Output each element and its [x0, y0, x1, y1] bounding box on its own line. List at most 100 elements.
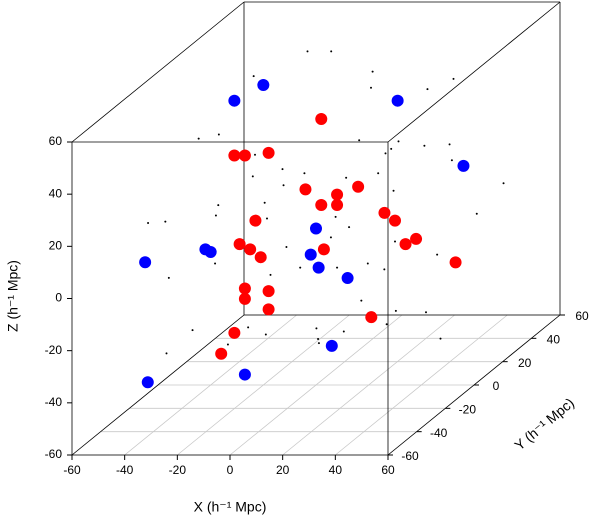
point: [389, 214, 401, 227]
point: [285, 246, 288, 249]
point: [348, 226, 351, 229]
y-tick-label: 60: [575, 309, 589, 323]
point: [269, 273, 272, 276]
point: [410, 232, 423, 245]
point: [315, 199, 328, 212]
point: [426, 88, 429, 91]
point: [329, 236, 332, 239]
point: [439, 337, 442, 340]
box-edge: [387, 1, 561, 143]
z-tick-label: -40: [45, 395, 63, 409]
point: [306, 50, 309, 53]
point: [264, 333, 267, 336]
point: [385, 323, 388, 326]
point: [217, 133, 220, 136]
point: [228, 149, 241, 162]
point: [449, 256, 462, 269]
point: [254, 153, 256, 156]
point: [331, 199, 344, 212]
x-tick-label: 60: [381, 463, 395, 477]
point: [342, 330, 345, 333]
point: [282, 184, 285, 187]
point: [165, 352, 168, 355]
point: [450, 159, 453, 162]
y-tick-label: -40: [430, 426, 448, 440]
point: [502, 182, 505, 185]
point: [251, 175, 254, 178]
x-tick-label: -60: [63, 463, 81, 477]
point: [167, 276, 170, 279]
point: [392, 189, 395, 192]
point: [377, 172, 380, 175]
point: [238, 292, 251, 305]
point: [399, 238, 412, 251]
point: [391, 94, 404, 107]
point: [366, 262, 369, 265]
point: [475, 212, 478, 215]
z-tick-label: -60: [45, 447, 63, 461]
point: [315, 327, 318, 330]
point: [299, 183, 312, 196]
point: [139, 256, 152, 269]
point: [215, 347, 228, 360]
point: [358, 139, 361, 142]
point: [423, 144, 426, 147]
point: [263, 201, 266, 204]
point: [310, 222, 322, 235]
point: [394, 240, 396, 243]
point: [262, 146, 275, 159]
point: [147, 222, 150, 224]
y-tick-label: -20: [459, 403, 477, 417]
point: [266, 217, 268, 220]
point: [457, 159, 470, 172]
point: [360, 299, 363, 302]
point: [257, 79, 270, 92]
x-tick-label: -40: [116, 463, 134, 477]
box-edge: [71, 314, 245, 456]
z-tick-label: 0: [55, 291, 62, 305]
x-tick-label: 20: [276, 463, 290, 477]
point: [425, 311, 427, 314]
z-tick-label: 40: [49, 186, 63, 200]
z-tick-label: 20: [49, 239, 63, 253]
point: [249, 214, 262, 227]
point: [317, 342, 320, 345]
point: [217, 204, 220, 207]
point: [334, 215, 337, 218]
point: [299, 266, 302, 269]
point: [226, 343, 229, 346]
point: [384, 152, 387, 155]
y-tick-label: 40: [547, 333, 561, 347]
point: [304, 248, 317, 261]
y-tick-label: 20: [518, 356, 532, 370]
point: [191, 329, 194, 332]
point: [317, 338, 320, 340]
point: [394, 309, 397, 312]
x-tick-label: 0: [227, 463, 234, 477]
point: [141, 376, 154, 389]
point: [238, 282, 251, 295]
point: [228, 94, 241, 107]
point: [164, 220, 167, 223]
point: [390, 147, 393, 150]
point: [214, 262, 217, 265]
point: [262, 303, 275, 316]
point: [214, 214, 217, 217]
point: [244, 243, 257, 256]
point: [315, 112, 328, 125]
point: [336, 266, 339, 269]
x-axis-label: X (h⁻¹ Mpc): [194, 499, 267, 515]
point: [325, 339, 338, 352]
point: [352, 180, 365, 193]
y-tick-label: 0: [493, 379, 500, 393]
z-tick-label: 60: [49, 134, 63, 148]
y-tick-label: -60: [401, 449, 419, 463]
point: [197, 137, 200, 140]
point: [331, 188, 344, 201]
point: [330, 50, 333, 53]
point: [238, 368, 251, 381]
point: [254, 251, 267, 264]
point: [448, 143, 451, 146]
x-tick-label: 40: [329, 463, 343, 477]
